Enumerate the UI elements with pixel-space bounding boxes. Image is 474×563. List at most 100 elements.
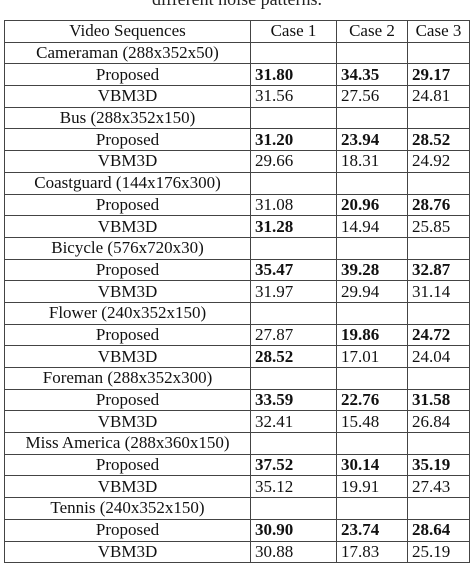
psnr-value-case-2: 19.86	[336, 323, 408, 347]
method-name: Proposed	[4, 323, 251, 347]
psnr-value-case-2: 14.94	[336, 215, 408, 238]
sequence-name: Flower (240x352x150)	[4, 301, 251, 325]
table-row: Proposed 31.80 34.35 29.17	[4, 63, 470, 87]
method-name: Proposed	[4, 453, 251, 477]
table-row: Proposed 30.90 23.74 28.64	[4, 518, 470, 542]
psnr-value-case-2: 39.28	[336, 258, 408, 282]
empty-cell	[407, 41, 470, 65]
psnr-value-case-1: 31.08	[250, 193, 337, 217]
empty-cell	[407, 367, 470, 390]
empty-cell	[336, 367, 408, 390]
table-row: Proposed 37.52 30.14 35.19	[4, 453, 470, 477]
sequence-name: Foreman (288x352x300)	[4, 367, 251, 390]
psnr-value-case-1: 29.66	[250, 150, 337, 173]
psnr-value-case-3: 32.87	[407, 258, 470, 282]
empty-cell	[407, 301, 470, 325]
empty-cell	[336, 301, 408, 325]
empty-cell	[336, 497, 408, 520]
psnr-value-case-1: 33.59	[250, 388, 337, 412]
psnr-value-case-2: 18.31	[336, 150, 408, 173]
empty-cell	[336, 432, 408, 455]
sequence-name: Cameraman (288x352x50)	[4, 41, 251, 65]
empty-cell	[250, 236, 337, 260]
psnr-value-case-1: 31.20	[250, 128, 337, 152]
empty-cell	[250, 41, 337, 65]
sequence-name: Miss America (288x360x150)	[4, 432, 251, 455]
column-header-video-sequences: Video Sequences	[4, 20, 251, 43]
psnr-value-case-3: 25.85	[407, 215, 470, 238]
psnr-value-case-1: 31.80	[250, 63, 337, 87]
empty-cell	[407, 432, 470, 455]
method-name: Proposed	[4, 518, 251, 542]
method-name: Proposed	[4, 388, 251, 412]
psnr-value-case-2: 22.76	[336, 388, 408, 412]
method-name: VBM3D	[4, 215, 251, 238]
table-row: VBM3D 31.97 29.94 31.14	[4, 280, 470, 303]
empty-cell	[336, 41, 408, 65]
psnr-value-case-3: 31.58	[407, 388, 470, 412]
method-name: Proposed	[4, 258, 251, 282]
empty-cell	[250, 497, 337, 520]
table-row: VBM3D 31.28 14.94 25.85	[4, 215, 470, 238]
sequence-name: Tennis (240x352x150)	[4, 497, 251, 520]
empty-cell	[407, 497, 470, 520]
table-row: VBM3D 29.66 18.31 24.92	[4, 150, 470, 173]
table-row: Proposed 35.47 39.28 32.87	[4, 258, 470, 282]
method-name: Proposed	[4, 128, 251, 152]
psnr-value-case-1: 31.28	[250, 215, 337, 238]
psnr-value-case-1: 37.52	[250, 453, 337, 477]
psnr-value-case-3: 28.76	[407, 193, 470, 217]
psnr-value-case-2: 30.14	[336, 453, 408, 477]
psnr-value-case-3: 24.92	[407, 150, 470, 173]
empty-cell	[407, 106, 470, 130]
psnr-value-case-2: 34.35	[336, 63, 408, 87]
psnr-value-case-3: 28.52	[407, 128, 470, 152]
empty-cell	[407, 171, 470, 195]
results-table: Video Sequences Case 1 Case 2 Case 3 Cam…	[4, 20, 470, 563]
table-row: Proposed 27.87 19.86 24.72	[4, 323, 470, 347]
psnr-value-case-3: 29.17	[407, 63, 470, 87]
empty-cell	[250, 367, 337, 390]
psnr-value-case-3: 27.43	[407, 475, 470, 499]
sequence-row: Flower (240x352x150)	[4, 301, 470, 325]
table-row: Proposed 33.59 22.76 31.58	[4, 388, 470, 412]
table-row: Proposed 31.20 23.94 28.52	[4, 128, 470, 152]
psnr-value-case-1: 35.12	[250, 475, 337, 499]
sequence-row: Miss America (288x360x150)	[4, 432, 470, 455]
psnr-value-case-2: 29.94	[336, 280, 408, 303]
psnr-value-case-2: 23.94	[336, 128, 408, 152]
psnr-value-case-3: 26.84	[407, 410, 470, 434]
header-row: Video Sequences Case 1 Case 2 Case 3	[4, 20, 470, 43]
psnr-value-case-2: 23.74	[336, 518, 408, 542]
empty-cell	[336, 171, 408, 195]
table-row: VBM3D 31.56 27.56 24.81	[4, 85, 470, 108]
sequence-row: Coastguard (144x176x300)	[4, 171, 470, 195]
psnr-value-case-1: 32.41	[250, 410, 337, 434]
psnr-value-case-2: 20.96	[336, 193, 408, 217]
sequence-row: Bicycle (576x720x30)	[4, 236, 470, 260]
sequence-name: Bicycle (576x720x30)	[4, 236, 251, 260]
table-row: VBM3D 35.12 19.91 27.43	[4, 475, 470, 499]
sequence-row: Bus (288x352x150)	[4, 106, 470, 130]
table-row: VBM3D 32.41 15.48 26.84	[4, 410, 470, 434]
sequence-row: Cameraman (288x352x50)	[4, 41, 470, 65]
column-header-case-3: Case 3	[407, 20, 470, 43]
method-name: VBM3D	[4, 150, 251, 173]
psnr-value-case-3: 35.19	[407, 453, 470, 477]
column-header-case-1: Case 1	[250, 20, 337, 43]
method-name: VBM3D	[4, 345, 251, 368]
psnr-value-case-3: 24.81	[407, 85, 470, 108]
psnr-value-case-1: 35.47	[250, 258, 337, 282]
psnr-value-case-1: 28.52	[250, 345, 337, 368]
table-row: VBM3D 28.52 17.01 24.04	[4, 345, 470, 368]
psnr-value-case-3: 31.14	[407, 280, 470, 303]
empty-cell	[250, 432, 337, 455]
psnr-value-case-2: 17.01	[336, 345, 408, 368]
method-name: Proposed	[4, 193, 251, 217]
psnr-value-case-1: 30.90	[250, 518, 337, 542]
psnr-value-case-2: 15.48	[336, 410, 408, 434]
psnr-value-case-1: 31.56	[250, 85, 337, 108]
psnr-value-case-3: 24.04	[407, 345, 470, 368]
empty-cell	[336, 236, 408, 260]
psnr-value-case-1: 27.87	[250, 323, 337, 347]
